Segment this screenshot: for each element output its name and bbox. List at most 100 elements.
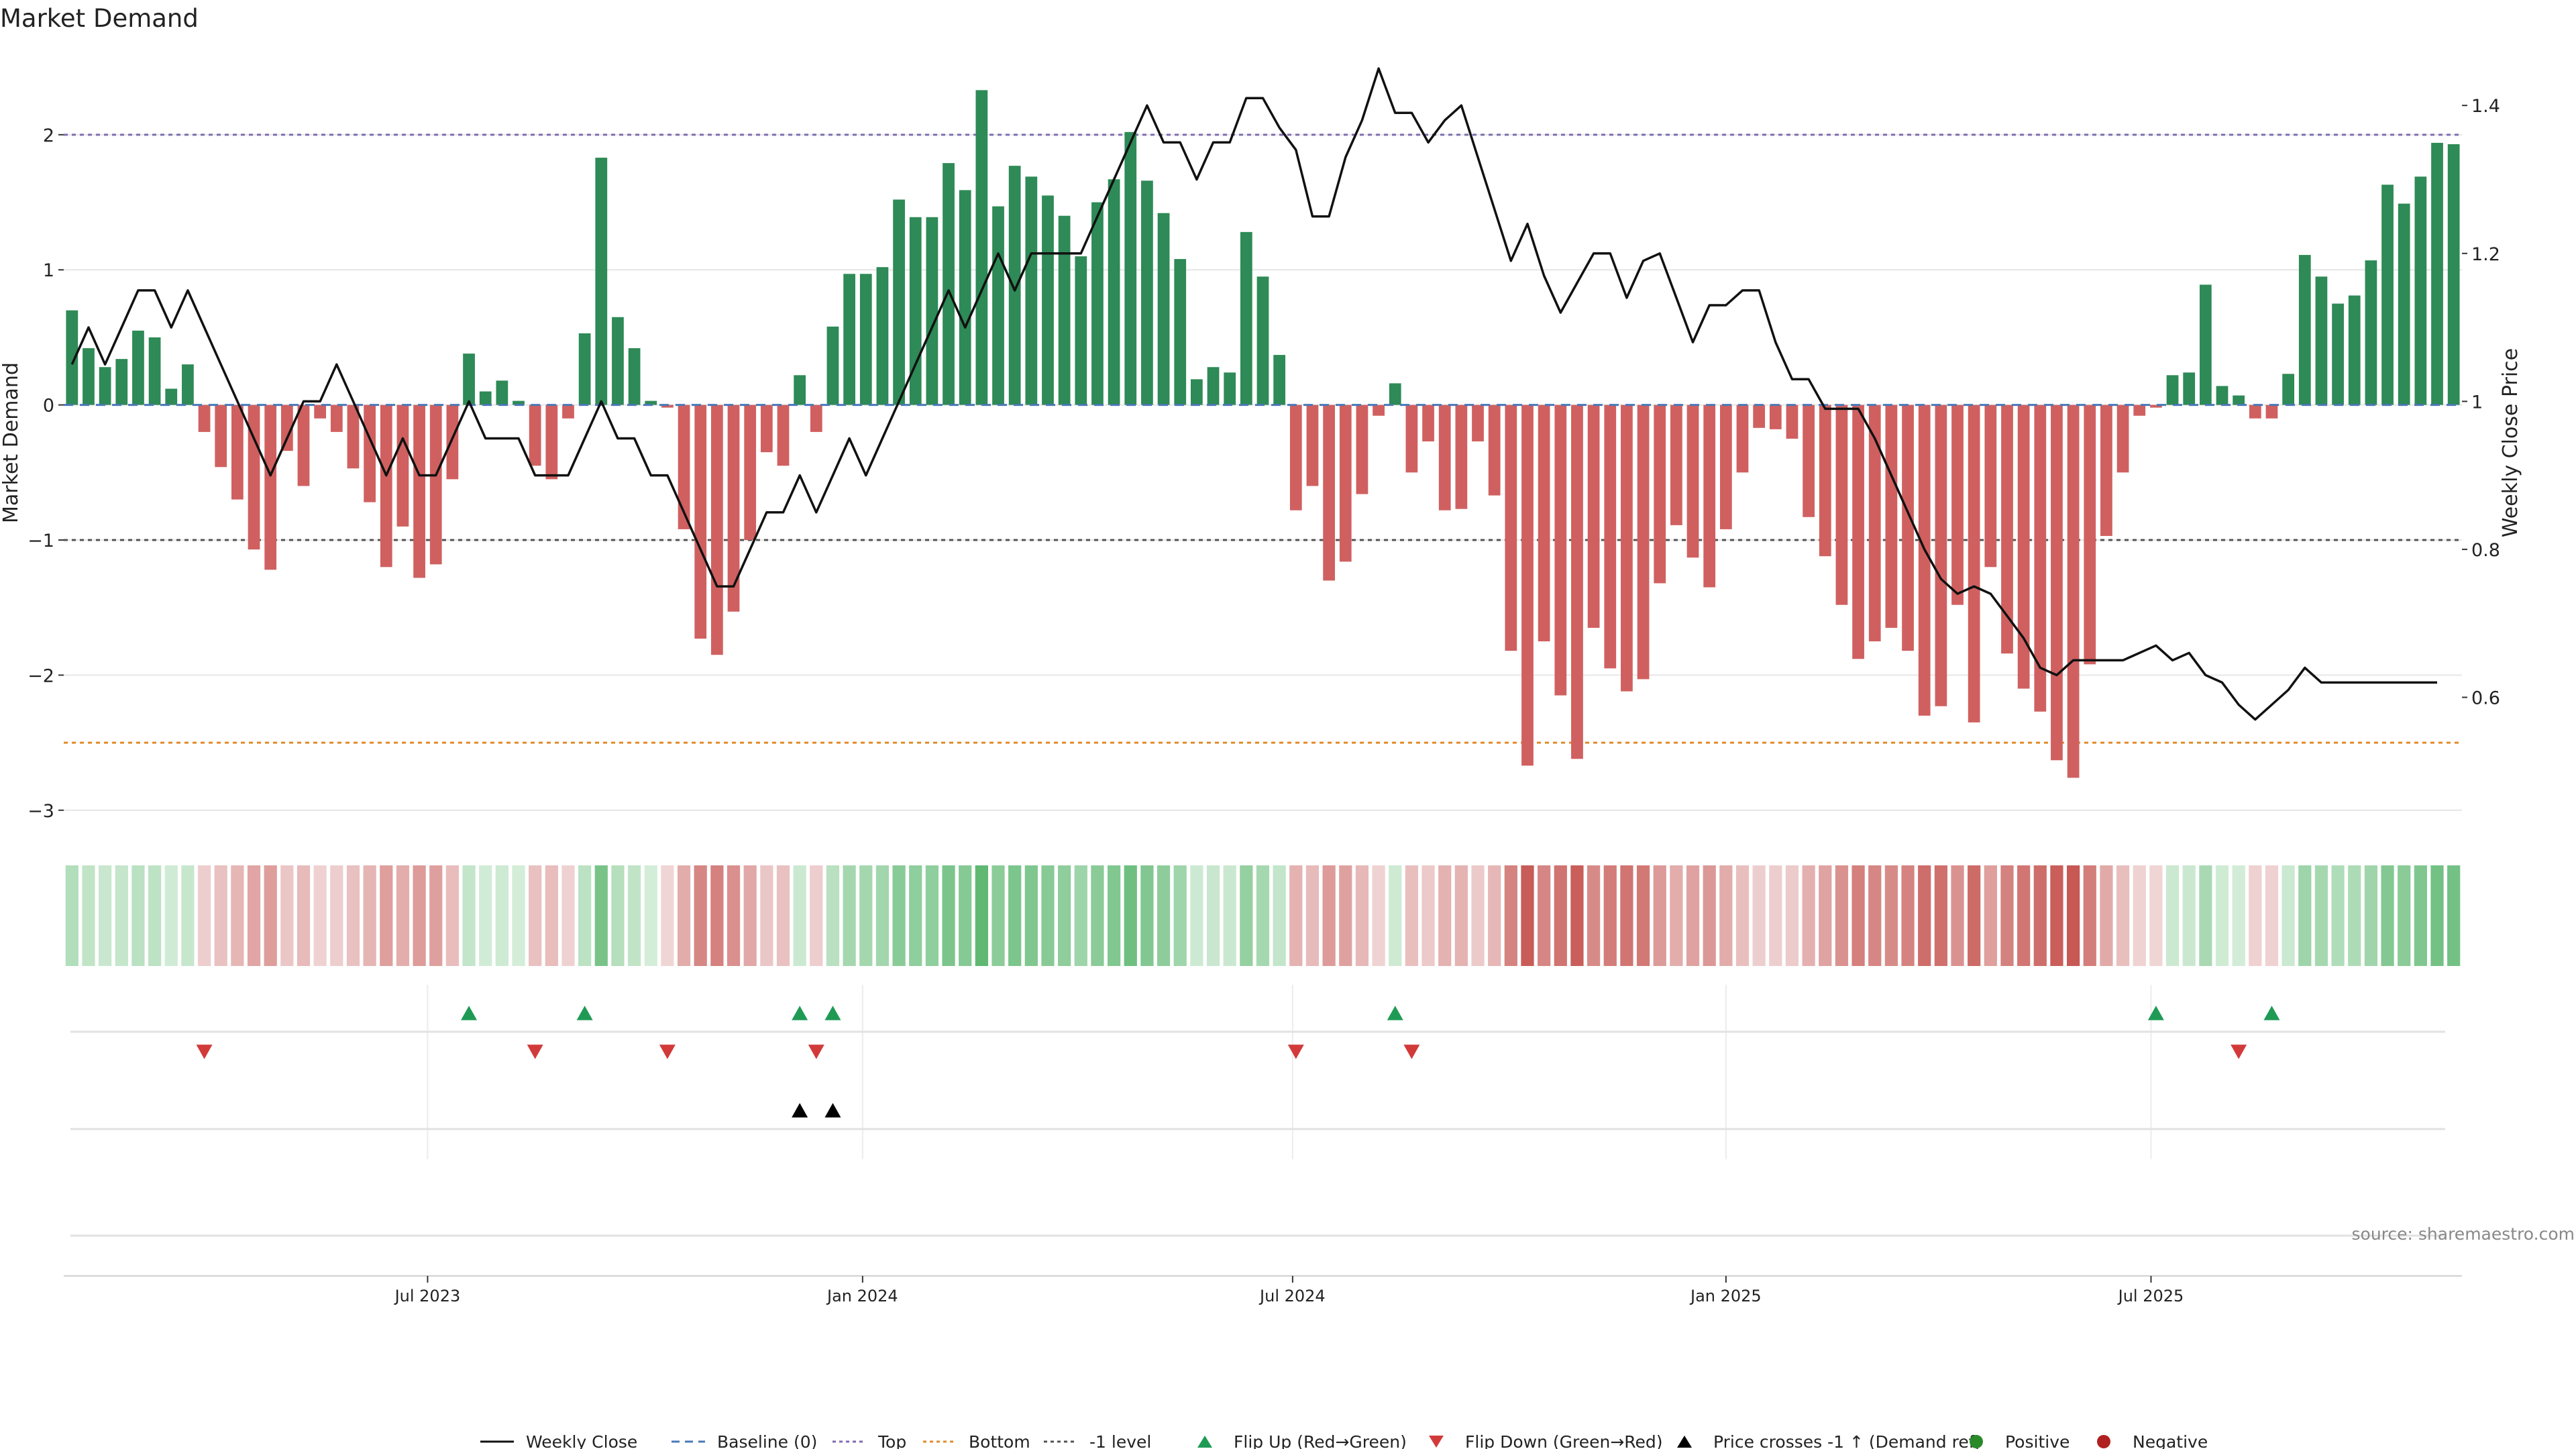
demand-bar: [1604, 405, 1617, 669]
heat-cell: [148, 865, 162, 966]
demand-bar: [1323, 405, 1335, 581]
heat-cell: [975, 865, 988, 966]
heat-cell: [1438, 865, 1452, 966]
demand-bar: [1289, 405, 1302, 511]
heat-cell: [1041, 865, 1055, 966]
demand-bar: [943, 163, 955, 405]
heat-cell: [1819, 865, 1832, 966]
demand-bar: [1141, 180, 1153, 405]
demand-bar: [1719, 405, 1732, 529]
heat-cell: [313, 865, 327, 966]
price-cross-marker: [792, 1103, 808, 1118]
heat-cell: [710, 865, 724, 966]
legend-label: Price crosses -1 ↑ (Demand ref): [1713, 1432, 1981, 1449]
heat-cell: [1339, 865, 1352, 966]
demand-bar: [760, 405, 773, 453]
legend-label: Top: [877, 1432, 906, 1449]
demand-bar: [810, 405, 822, 432]
demand-bar: [1951, 405, 1964, 605]
demand-bar: [165, 388, 178, 405]
demand-bar: [1670, 405, 1682, 525]
heat-cell: [346, 865, 360, 966]
demand-bar: [182, 364, 194, 405]
demand-bar: [2233, 395, 2245, 405]
demand-bar: [1571, 405, 1583, 759]
demand-bar: [2315, 276, 2328, 405]
heat-cell: [2232, 865, 2245, 966]
heat-cell: [2066, 865, 2080, 966]
heat-cell: [661, 865, 674, 966]
heat-cell: [115, 865, 128, 966]
demand-bar: [744, 405, 757, 541]
heat-cell: [1670, 865, 1683, 966]
demand-bar: [711, 405, 723, 655]
demand-bar: [1058, 215, 1071, 405]
heat-cell: [1471, 865, 1485, 966]
heat-cell: [1968, 865, 1981, 966]
demand-bar: [1852, 405, 1864, 659]
demand-bar: [1224, 372, 1236, 405]
demand-bar: [909, 217, 922, 405]
heat-cell: [82, 865, 95, 966]
demand-bar: [1108, 179, 1120, 405]
legend-label: Flip Down (Green→Red): [1465, 1432, 1663, 1449]
heat-cell: [1372, 865, 1385, 966]
demand-bar: [2282, 374, 2294, 405]
heat-cell: [2017, 865, 2031, 966]
heat-cell: [164, 865, 178, 966]
flip-down-marker: [659, 1044, 676, 1059]
demand-bar: [794, 375, 806, 405]
demand-bar: [694, 405, 707, 639]
demand-bar: [1621, 405, 1633, 692]
demand-bar: [132, 330, 144, 405]
heat-cell: [529, 865, 542, 966]
heat-cell: [2398, 865, 2411, 966]
y-tick-label-left: −3: [28, 801, 54, 822]
heat-cell: [363, 865, 376, 966]
demand-bar: [66, 310, 78, 405]
y-tick-label-right: 0.8: [2471, 540, 2500, 561]
demand-bar: [1438, 405, 1451, 511]
demand-bar: [1356, 405, 1368, 494]
demand-bar: [2298, 255, 2311, 405]
demand-bar: [595, 158, 608, 405]
demand-bar: [429, 405, 442, 565]
demand-bar: [1736, 405, 1749, 473]
flip-down-marker: [2231, 1044, 2247, 1059]
demand-bar: [2100, 405, 2112, 536]
price-cross-panel: [70, 1103, 2445, 1237]
heat-cell: [1488, 865, 1501, 966]
demand-bar: [628, 348, 641, 405]
demand-bar: [843, 274, 855, 405]
demand-bar: [1455, 405, 1468, 509]
heat-cell: [1190, 865, 1203, 966]
demand-bar: [115, 359, 128, 405]
y-tick-label-left: −2: [28, 665, 54, 686]
demand-bar: [1389, 383, 1401, 405]
heat-cell: [197, 865, 211, 966]
heat-cell: [2249, 865, 2262, 966]
chart-title: Market Demand: [0, 4, 199, 33]
demand-bar: [826, 326, 839, 405]
heat-cell: [826, 865, 840, 966]
demand-bar: [1174, 259, 1187, 405]
demand-bar: [446, 405, 459, 480]
legend-item: Top: [833, 1432, 906, 1449]
legend-swatch: [1970, 1435, 1983, 1448]
demand-bar: [479, 391, 492, 405]
heat-cell: [1884, 865, 1898, 966]
heat-cell: [65, 865, 78, 966]
demand-bar: [1157, 213, 1170, 405]
flip-up-marker: [2263, 1006, 2280, 1020]
heat-cell: [1124, 865, 1137, 966]
heat-cell: [2083, 865, 2096, 966]
demand-bar: [529, 405, 541, 466]
heat-cell: [2430, 865, 2444, 966]
demand-bar: [1191, 379, 1203, 405]
heat-cell: [2381, 865, 2394, 966]
heat-cell: [479, 865, 492, 966]
demand-bar: [893, 199, 905, 405]
demand-bar: [2133, 405, 2146, 416]
demand-bar: [2398, 203, 2410, 405]
